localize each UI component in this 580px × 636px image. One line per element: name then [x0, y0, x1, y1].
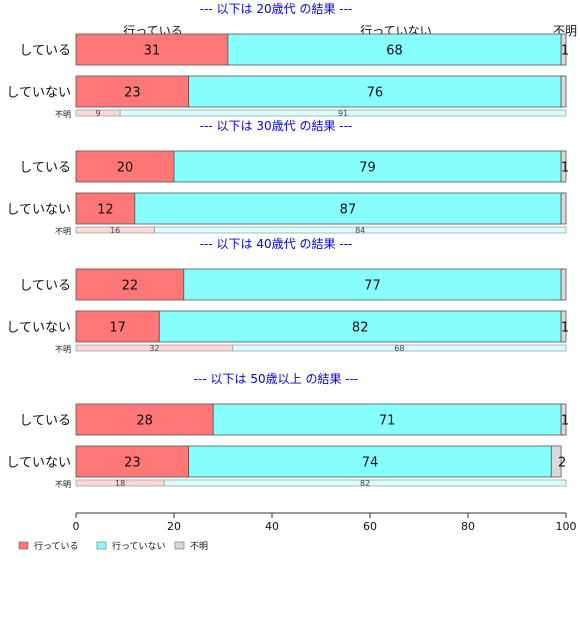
bar-segment — [560, 192, 567, 225]
panel-3: --- 以下は 40歳代 の結果 --- している 22 77 していない 17 82 1 不明… — [6, 237, 569, 354]
bar-segment — [158, 310, 562, 343]
legend-label: 不明 — [190, 541, 208, 552]
legend-swatch — [96, 541, 107, 550]
panel-title: --- 以下は 20歳代 の結果 --- — [200, 2, 353, 16]
bar-segment — [560, 403, 567, 436]
panel-title: --- 以下は 40歳代 の結果 --- — [200, 237, 353, 251]
row-label: している — [19, 44, 71, 59]
bar-segment — [75, 445, 190, 478]
data-label: 23 — [124, 86, 141, 101]
unknown-data-label: 82 — [360, 479, 370, 488]
unknown-bar-segment — [163, 479, 567, 487]
bar-segment — [212, 403, 562, 436]
row-label: している — [19, 161, 71, 176]
x-tick-label: 0 — [73, 520, 80, 533]
unknown-bar-segment — [154, 226, 567, 234]
bar-segment — [560, 33, 567, 66]
unknown-row-label: 不明 — [55, 345, 71, 354]
data-label: 74 — [362, 456, 379, 471]
row-label: している — [19, 414, 71, 429]
unknown-data-label: 68 — [394, 344, 404, 353]
unknown-data-label: 16 — [110, 226, 120, 235]
data-label: 87 — [340, 203, 357, 218]
data-label: 1 — [561, 321, 569, 336]
bar-segment — [75, 192, 136, 225]
bar-segment — [560, 150, 567, 183]
unknown-row-label: 不明 — [55, 480, 71, 489]
legend-item: 行っている — [18, 540, 79, 552]
x-tick-label: 80 — [461, 520, 475, 533]
bar-segment — [75, 150, 175, 183]
data-label: 1 — [561, 161, 569, 176]
data-label: 12 — [97, 203, 114, 218]
bar-segment — [75, 268, 185, 301]
data-label: 20 — [117, 161, 134, 176]
data-label: 1 — [561, 44, 569, 59]
row-label: していない — [6, 456, 71, 471]
bar-segment — [75, 75, 190, 108]
data-label: 1 — [561, 414, 569, 429]
data-label: 79 — [359, 161, 376, 176]
bar-segment — [75, 403, 214, 436]
data-label: 17 — [109, 321, 126, 336]
data-label: 2 — [558, 456, 566, 471]
data-label: 23 — [124, 456, 141, 471]
bar-segment — [75, 33, 229, 66]
legend-item: 行っていない — [96, 540, 166, 552]
data-label: 77 — [364, 279, 381, 294]
row-label: していない — [6, 203, 71, 218]
unknown-bar-segment — [232, 344, 567, 352]
panel-2: --- 以下は 30歳代 の結果 --- している 20 79 1 していない 12 87 不明… — [6, 119, 569, 236]
legend-swatch — [18, 541, 29, 550]
row-label: している — [19, 279, 71, 294]
data-label: 28 — [136, 414, 153, 429]
bar-segment — [183, 268, 562, 301]
row-label: していない — [6, 321, 71, 336]
bar-segment — [75, 310, 160, 343]
data-label: 68 — [386, 44, 403, 59]
panel-4: --- 以下は 50歳以上 の結果 --- している 28 71 1 していない 23 74 2… — [6, 372, 569, 489]
unknown-data-label: 18 — [115, 479, 125, 488]
bar-segment — [560, 310, 567, 343]
unknown-data-label: 84 — [355, 226, 365, 235]
unknown-data-label: 91 — [338, 109, 348, 118]
unknown-data-label: 32 — [149, 344, 159, 353]
data-label: 71 — [379, 414, 396, 429]
unknown-bar-segment — [119, 109, 567, 117]
bar-segment — [134, 192, 562, 225]
unknown-row-label: 不明 — [55, 110, 71, 119]
bar-segment — [560, 75, 567, 108]
data-label: 31 — [144, 44, 161, 59]
panel-title: --- 以下は 30歳代 の結果 --- — [200, 119, 353, 133]
legend-label: 行っている — [34, 540, 79, 552]
bar-segment — [227, 33, 562, 66]
x-tick-label: 100 — [556, 520, 577, 533]
unknown-row-label: 不明 — [55, 227, 71, 236]
bar-segment — [560, 268, 567, 301]
panel-1: --- 以下は 20歳代 の結果 --- している 31 68 1 していない 23 76 不明… — [6, 2, 569, 119]
row-label: していない — [6, 86, 71, 101]
data-label: 22 — [122, 279, 139, 294]
legend-label: 行っていない — [112, 540, 166, 552]
bar-segment — [173, 150, 562, 183]
x-tick-label: 40 — [265, 520, 279, 533]
legend-swatch — [174, 541, 185, 550]
bar-segment — [188, 445, 552, 478]
data-label: 82 — [352, 321, 369, 336]
x-tick-label: 20 — [167, 520, 181, 533]
unknown-data-label: 9 — [96, 109, 101, 118]
bar-segment — [550, 445, 562, 478]
data-label: 76 — [367, 86, 384, 101]
panel-title: --- 以下は 50歳以上 の結果 --- — [194, 372, 359, 386]
x-tick-label: 60 — [363, 520, 377, 533]
legend-item: 不明 — [174, 541, 208, 552]
